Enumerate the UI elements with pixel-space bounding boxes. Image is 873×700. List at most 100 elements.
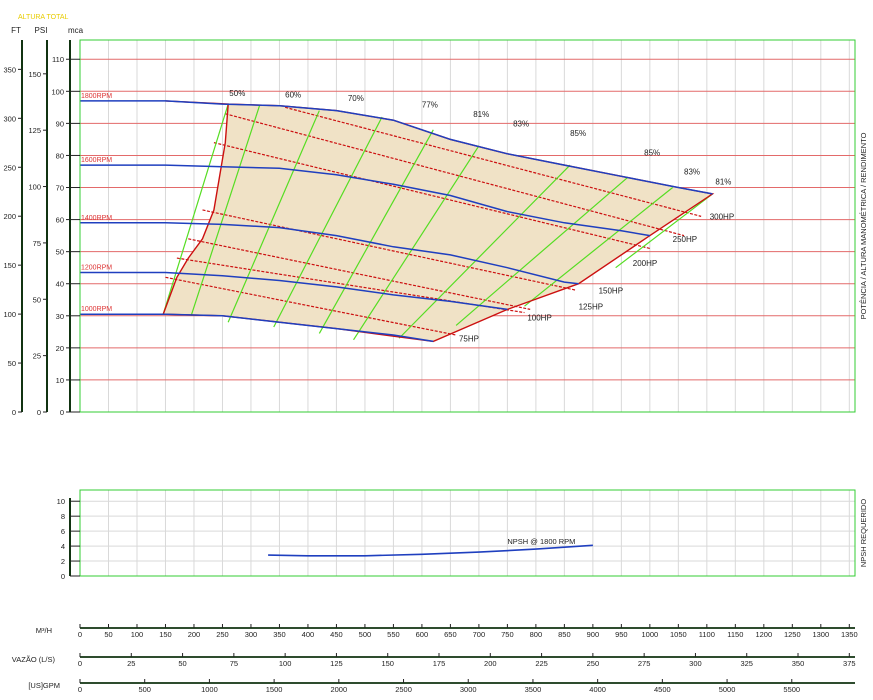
y-tick-label: 125 bbox=[28, 126, 41, 135]
x-tick-label: 200 bbox=[484, 659, 497, 668]
x-tick-label: 900 bbox=[587, 630, 600, 639]
x-tick-label: 500 bbox=[138, 685, 151, 694]
x-scales: M³/H 0 50 100 150 200 250 300 350 400 450 500 550 600… bbox=[12, 624, 858, 694]
y-tick-label: 2 bbox=[61, 557, 65, 566]
y-tick-label: 90 bbox=[56, 119, 64, 128]
x-tick-label: 5500 bbox=[783, 685, 800, 694]
x-tick-label: 50 bbox=[178, 659, 186, 668]
speed-curve bbox=[80, 271, 508, 311]
power-line bbox=[284, 106, 702, 217]
npsh-frame bbox=[79, 489, 856, 577]
efficiency-line bbox=[455, 177, 628, 326]
npsh-plot: 0 2 4 6 8 10 NPSH @ 1800 RPM NPSH REQUERIDO bbox=[57, 489, 868, 581]
speed-curve bbox=[80, 313, 434, 343]
x-tick-label: 350 bbox=[792, 659, 805, 668]
y-tick-label: 300 bbox=[3, 114, 16, 123]
x-tick-label: 125 bbox=[330, 659, 343, 668]
efficiency-label: 85% bbox=[570, 129, 586, 138]
y-axis-title: PSI bbox=[35, 26, 48, 35]
x-tick-label: 375 bbox=[843, 659, 856, 668]
x-tick-label: 850 bbox=[558, 630, 571, 639]
x-tick-label: 1200 bbox=[755, 630, 772, 639]
x-tick-label: 300 bbox=[689, 659, 702, 668]
x-tick-label: 100 bbox=[279, 659, 292, 668]
x-tick-label: 750 bbox=[501, 630, 514, 639]
x-tick-label: 75 bbox=[230, 659, 238, 668]
x-tick-label: 2500 bbox=[395, 685, 412, 694]
x-tick-label: 200 bbox=[188, 630, 201, 639]
efficiency-line bbox=[353, 145, 480, 341]
efficiency-label: 85% bbox=[644, 148, 660, 157]
y-tick-label: 25 bbox=[33, 352, 41, 361]
efficiency-label: 50% bbox=[229, 89, 245, 98]
x-tick-label: 400 bbox=[302, 630, 315, 639]
power-line bbox=[225, 113, 685, 237]
x-tick-label: 150 bbox=[381, 659, 394, 668]
y-tick-label: 40 bbox=[56, 280, 64, 289]
plot-frame bbox=[79, 39, 856, 413]
efficiency-line bbox=[273, 116, 383, 328]
power-line bbox=[188, 238, 531, 310]
y-tick-label: 110 bbox=[52, 55, 64, 64]
chart-title: ALTURA TOTAL bbox=[18, 14, 69, 21]
power-label: 150HP bbox=[599, 286, 623, 295]
power-line bbox=[213, 142, 650, 250]
x-tick-label: 2000 bbox=[330, 685, 347, 694]
y-tick-label: 100 bbox=[28, 183, 41, 192]
efficiency-line bbox=[227, 110, 320, 323]
npsh-series-label: NPSH @ 1800 RPM bbox=[507, 537, 575, 546]
operating-envelope bbox=[163, 100, 713, 342]
x-tick-label: 0 bbox=[78, 630, 82, 639]
rpm-label: 1000RPM bbox=[81, 306, 112, 313]
npsh-right-label: NPSH REQUERIDO bbox=[859, 499, 868, 568]
y-tick-label: 20 bbox=[56, 344, 64, 353]
efficiency-line bbox=[615, 193, 713, 269]
y-tick-label: 6 bbox=[61, 527, 65, 536]
y-tick-label: 0 bbox=[61, 572, 65, 581]
speed-curve bbox=[80, 222, 579, 285]
y-tick-label: 10 bbox=[56, 376, 64, 385]
x-scale-title: [US]GPM bbox=[28, 681, 60, 690]
npsh-curve bbox=[268, 544, 593, 557]
x-tick-label: 4000 bbox=[589, 685, 606, 694]
x-tick-label: 25 bbox=[127, 659, 135, 668]
power-label: 300HP bbox=[710, 213, 734, 222]
y-axis-right-label: POTÊNCIA / ALTURA MANOMÉTRICA / RENDIMEN… bbox=[859, 132, 868, 319]
y-tick-label: 30 bbox=[56, 312, 64, 321]
y-tick-label: 60 bbox=[56, 216, 64, 225]
x-tick-label: 700 bbox=[473, 630, 486, 639]
y-tick-label: 0 bbox=[37, 408, 41, 417]
efficiency-label: 60% bbox=[285, 91, 301, 100]
x-tick-label: 1300 bbox=[812, 630, 829, 639]
x-tick-label: 1000 bbox=[642, 630, 659, 639]
x-tick-label: 175 bbox=[433, 659, 446, 668]
x-tick-label: 600 bbox=[416, 630, 429, 639]
x-tick-label: 1250 bbox=[784, 630, 801, 639]
x-tick-label: 1150 bbox=[727, 630, 743, 639]
x-tick-label: 650 bbox=[444, 630, 457, 639]
y-axis-title: mca bbox=[68, 26, 84, 35]
y-tick-label: 200 bbox=[3, 212, 16, 221]
x-tick-label: 1000 bbox=[201, 685, 218, 694]
x-tick-label: 500 bbox=[359, 630, 372, 639]
x-tick-label: 100 bbox=[131, 630, 144, 639]
y-tick-label: 150 bbox=[28, 70, 41, 79]
efficiency-label: 83% bbox=[513, 120, 529, 129]
speed-curve bbox=[80, 164, 651, 237]
x-tick-label: 1350 bbox=[841, 630, 858, 639]
rpm-label: 1400RPM bbox=[81, 215, 112, 222]
power-label: 75HP bbox=[459, 334, 479, 343]
x-tick-label: 1500 bbox=[266, 685, 283, 694]
x-scale-title: VAZÃO (L/S) bbox=[12, 655, 56, 664]
y-tick-label: 50 bbox=[8, 359, 16, 368]
power-label: 125HP bbox=[579, 302, 603, 311]
y-tick-label: 0 bbox=[60, 408, 64, 417]
x-tick-label: 800 bbox=[530, 630, 543, 639]
y-tick-label: 150 bbox=[3, 261, 16, 270]
x-tick-label: 5000 bbox=[719, 685, 736, 694]
x-tick-label: 3000 bbox=[460, 685, 477, 694]
y-tick-label: 0 bbox=[12, 408, 16, 417]
efficiency-label: 77% bbox=[422, 100, 438, 109]
y-tick-label: 350 bbox=[3, 65, 16, 74]
